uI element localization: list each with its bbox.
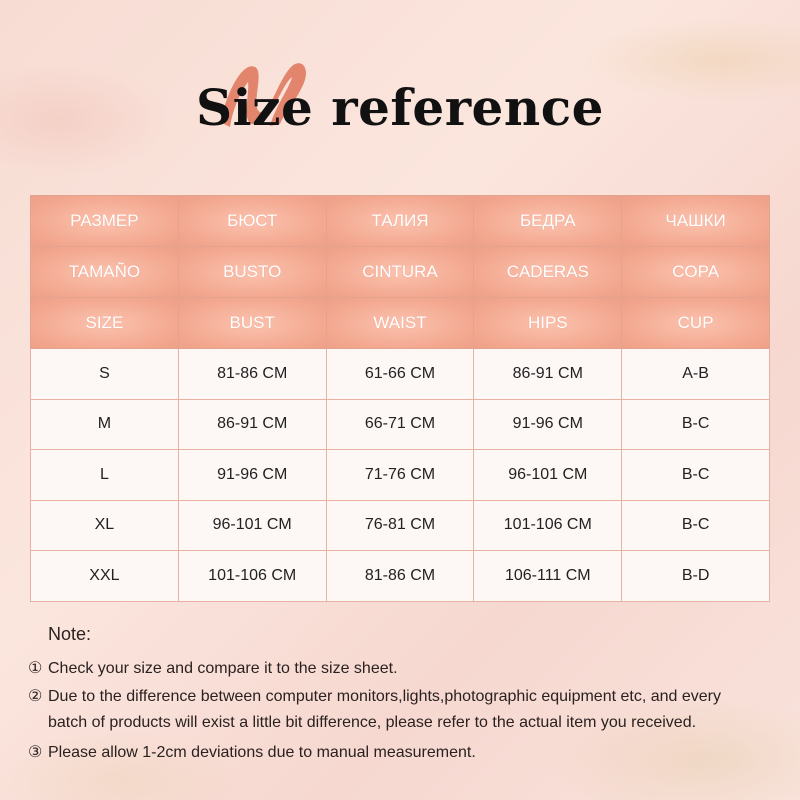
header-cell: РАЗМЕР (30, 195, 179, 247)
brush-stroke-decoration (220, 63, 306, 127)
table-cell: B-D (621, 550, 770, 602)
header-cell: SIZE (30, 297, 179, 349)
note-text: batch of products will exist a little bi… (48, 714, 697, 731)
note-number: ② (28, 688, 43, 705)
header-cell: ЧАШКИ (621, 195, 770, 247)
page-title: Size reference (196, 78, 604, 137)
note-item: batch of products will exist a little bi… (28, 714, 696, 732)
table-cell: 96-101 CM (473, 449, 623, 501)
note-item: ② Due to the difference between computer … (28, 686, 721, 706)
table-cell: 81-86 CM (325, 550, 475, 602)
table-cell: L (30, 449, 179, 501)
header-cell: TAMAÑO (30, 246, 179, 298)
table-cell: XXL (30, 550, 179, 602)
header-row: TAMAÑO BUSTO CINTURA CADERAS COPA (30, 246, 770, 298)
notes-title: Note: (48, 624, 92, 644)
note-number: ③ (28, 744, 43, 761)
table-cell: B-C (621, 398, 770, 450)
table-row: M 86-91 CM 66-71 CM 91-96 CM B-C (30, 398, 770, 450)
header-cell: BUSTO (177, 246, 327, 298)
header-cell: WAIST (325, 297, 475, 349)
table-cell: B-C (621, 499, 770, 551)
table-cell: 91-96 CM (473, 398, 623, 450)
table-cell: 66-71 CM (325, 398, 475, 450)
table-cell: 61-66 CM (325, 348, 475, 400)
table-cell: 71-76 CM (325, 449, 475, 501)
table-cell: 81-86 CM (177, 348, 327, 400)
header-cell: ТАЛИЯ (325, 195, 475, 247)
table-cell: A-B (621, 348, 770, 400)
header-cell: BUST (177, 297, 327, 349)
header-row: SIZE BUST WAIST HIPS CUP (30, 297, 770, 349)
header-cell: БЕДРА (473, 195, 623, 247)
note-text: Check your size and compare it to the si… (48, 660, 398, 677)
header-cell: HIPS (473, 297, 623, 349)
table-cell: 91-96 CM (177, 449, 327, 501)
header-cell: COPA (621, 246, 770, 298)
table-cell: B-C (621, 449, 770, 501)
table-cell: S (30, 348, 179, 400)
table-cell: 101-106 CM (473, 499, 623, 551)
header-cell: CINTURA (325, 246, 475, 298)
table-cell: XL (30, 499, 179, 551)
note-item: ③ Please allow 1-2cm deviations due to ma… (28, 742, 476, 762)
table-row: S 81-86 CM 61-66 CM 86-91 CM A-B (30, 348, 770, 400)
table-row: XXL 101-106 CM 81-86 CM 106-111 CM B-D (30, 550, 770, 602)
table-cell: M (30, 398, 179, 450)
note-text: Please allow 1-2cm deviations due to man… (48, 744, 476, 761)
size-table: РАЗМЕР БЮСТ ТАЛИЯ БЕДРА ЧАШКИ TAMAÑO BUSTO CINT… (30, 195, 770, 602)
table-row: XL 96-101 CM 76-81 CM 101-106 CM B-C (30, 499, 770, 551)
note-text: Due to the difference between computer m… (48, 688, 721, 705)
table-cell: 106-111 CM (473, 550, 623, 602)
header-cell: CUP (621, 297, 770, 349)
table-cell: 86-91 CM (473, 348, 623, 400)
table-cell: 76-81 CM (325, 499, 475, 551)
header-row: РАЗМЕР БЮСТ ТАЛИЯ БЕДРА ЧАШКИ (30, 195, 770, 247)
table-cell: 96-101 CM (177, 499, 327, 551)
note-item: ① Check your size and compare it to the s… (28, 658, 398, 678)
header-cell: CADERAS (473, 246, 623, 298)
header-cell: БЮСТ (177, 195, 327, 247)
table-row: L 91-96 CM 71-76 CM 96-101 CM B-C (30, 449, 770, 501)
table-cell: 101-106 CM (177, 550, 327, 602)
note-number: ① (28, 660, 43, 677)
table-cell: 86-91 CM (177, 398, 327, 450)
